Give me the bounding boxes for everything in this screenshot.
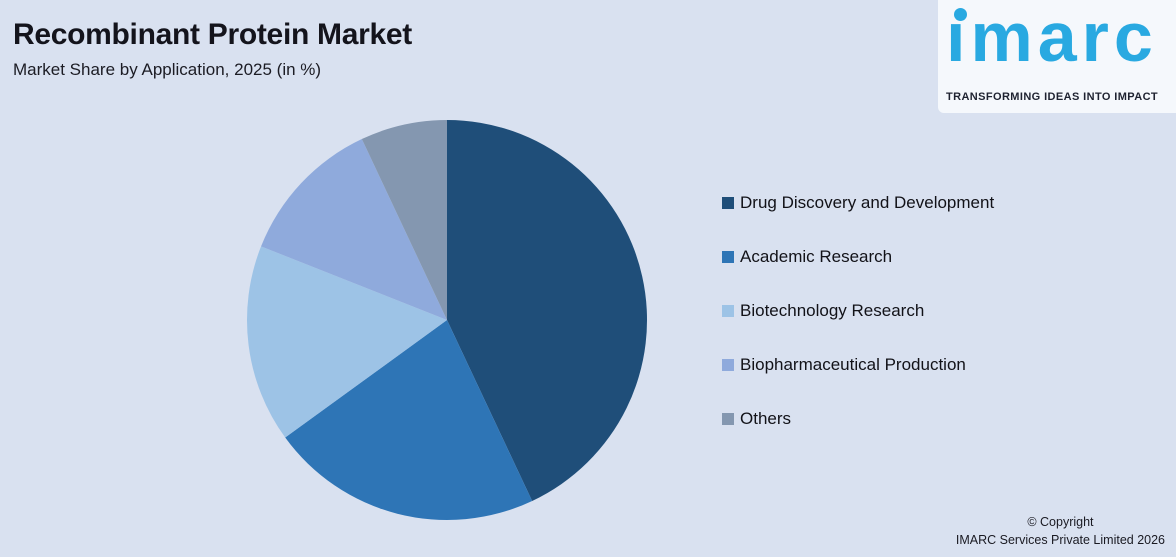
pie-slice-4	[261, 139, 447, 320]
legend-swatch-icon	[722, 251, 734, 263]
legend-item-academic-research: Academic Research	[722, 246, 994, 268]
pie-slice-3	[246, 246, 447, 438]
pie-slice-2	[285, 320, 533, 521]
legend-item-biopharmaceutical-production: Biopharmaceutical Production	[722, 354, 994, 376]
imarc-logo: ımarc TRANSFORMING IDEAS INTO IMPACT	[938, 0, 1176, 113]
pie-slice-5	[361, 120, 447, 320]
logo-tagline: TRANSFORMING IDEAS INTO IMPACT	[946, 91, 1159, 103]
legend-swatch-icon	[722, 359, 734, 371]
page-subtitle: Market Share by Application, 2025 (in %)	[13, 59, 322, 79]
page-title: Recombinant Protein Market	[13, 18, 412, 51]
legend-item-drug-discovery: Drug Discovery and Development	[722, 192, 994, 214]
chart-legend: Drug Discovery and Development Academic …	[722, 192, 994, 430]
legend-item-others: Others	[722, 408, 994, 430]
pie-slice-1	[447, 120, 648, 501]
legend-swatch-icon	[722, 197, 734, 209]
legend-swatch-icon	[722, 305, 734, 317]
legend-swatch-icon	[722, 413, 734, 425]
copyright-notice: © Copyright IMARC Services Private Limit…	[956, 514, 1165, 549]
logo-wordmark: ımarc	[946, 0, 1158, 76]
legend-label: Academic Research	[740, 247, 893, 266]
chart-header: Recombinant Protein Market Market Share …	[13, 18, 412, 80]
legend-label: Biopharmaceutical Production	[740, 355, 966, 374]
pie-chart	[246, 120, 648, 521]
legend-item-biotechnology-research: Biotechnology Research	[722, 300, 994, 322]
legend-label: Biotechnology Research	[740, 301, 925, 320]
legend-label: Drug Discovery and Development	[740, 193, 995, 212]
copyright-line2: IMARC Services Private Limited 2026	[955, 532, 1165, 547]
pie-chart-area	[237, 110, 657, 530]
logo-dot-icon	[954, 8, 967, 21]
legend-label: Others	[740, 409, 792, 428]
copyright-line1: © Copyright	[1027, 515, 1094, 529]
